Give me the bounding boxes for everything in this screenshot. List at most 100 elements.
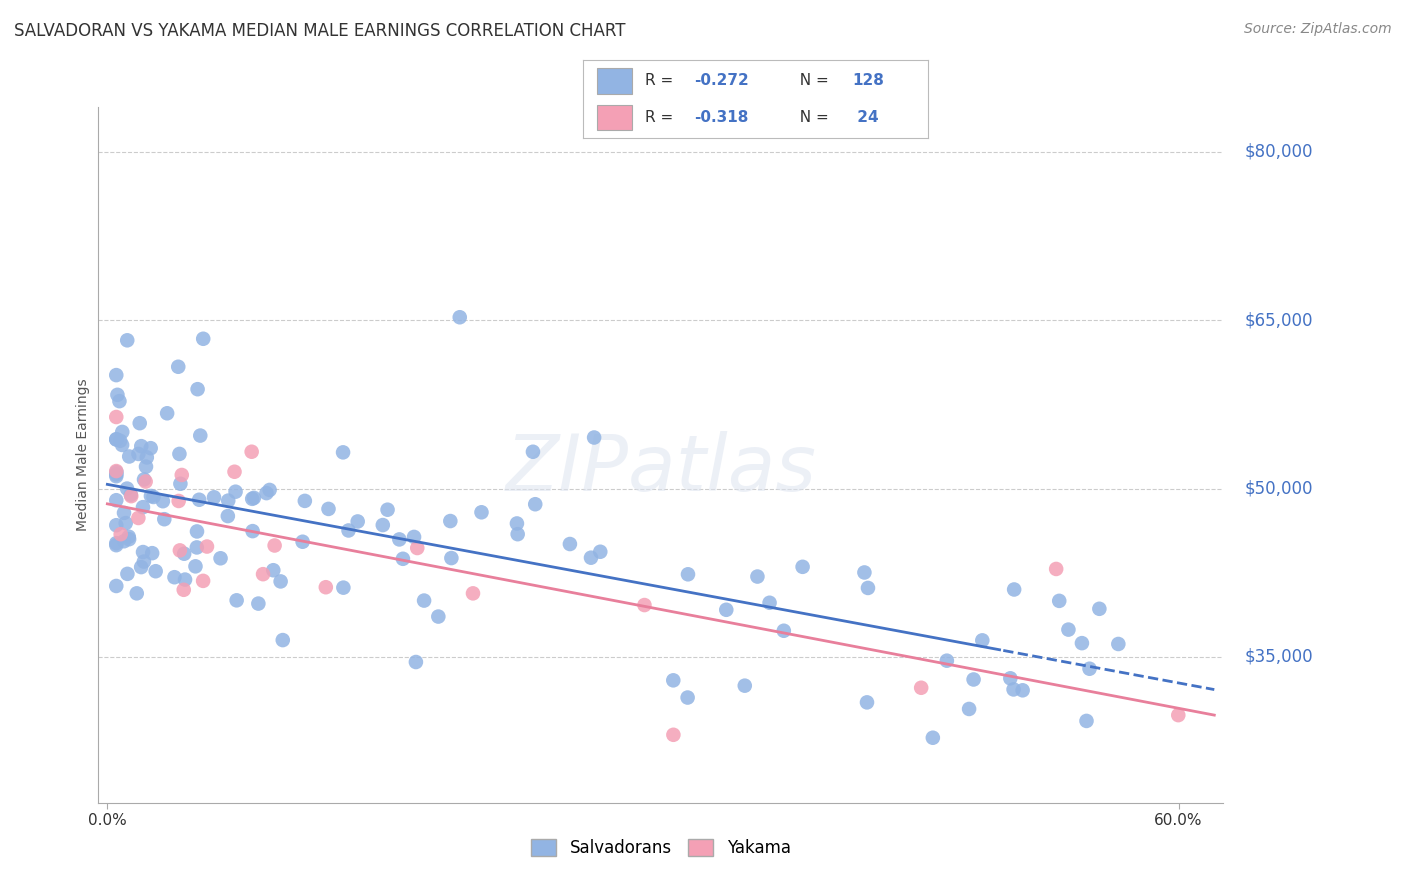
Point — [439, 514, 461, 528]
Point — [105, 538, 128, 552]
Point — [112, 506, 135, 520]
Point — [1107, 637, 1129, 651]
Point — [145, 564, 167, 578]
Point — [132, 500, 155, 515]
Point — [105, 469, 128, 483]
Point — [402, 530, 425, 544]
Text: SALVADORAN VS YAKAMA MEDIAN MALE EARNINGS CORRELATION CHART: SALVADORAN VS YAKAMA MEDIAN MALE EARNING… — [14, 22, 626, 40]
Point — [105, 464, 128, 478]
Point — [105, 465, 128, 479]
Point — [242, 524, 264, 538]
Point — [188, 492, 211, 507]
Point — [633, 598, 655, 612]
Point — [163, 570, 186, 584]
Point — [1002, 582, 1025, 597]
Point — [972, 633, 994, 648]
Point — [169, 543, 191, 558]
Point — [169, 447, 191, 461]
Point — [406, 541, 429, 555]
Point — [449, 310, 471, 325]
Point — [1088, 602, 1111, 616]
Point — [388, 533, 411, 547]
Point — [243, 491, 266, 505]
Legend: Salvadorans, Yakama: Salvadorans, Yakama — [524, 832, 797, 864]
Point — [716, 603, 738, 617]
Point — [371, 518, 394, 533]
Point — [558, 537, 581, 551]
Point — [332, 445, 354, 459]
Point — [392, 551, 415, 566]
Point — [676, 690, 699, 705]
Point — [127, 511, 149, 525]
Point — [167, 359, 190, 374]
Point — [105, 433, 128, 447]
Point — [225, 593, 247, 607]
Point — [173, 547, 195, 561]
Text: R =: R = — [645, 110, 679, 125]
Point — [129, 439, 152, 453]
Point — [259, 483, 281, 497]
Point — [1002, 682, 1025, 697]
Point — [662, 673, 685, 688]
FancyBboxPatch shape — [598, 69, 631, 94]
Point — [141, 546, 163, 560]
Point — [132, 555, 155, 569]
Point — [184, 559, 207, 574]
FancyBboxPatch shape — [598, 104, 631, 129]
Point — [195, 540, 218, 554]
Point — [318, 502, 340, 516]
Point — [153, 512, 176, 526]
Point — [1000, 671, 1022, 685]
Point — [105, 536, 128, 550]
Point — [169, 476, 191, 491]
Point — [1045, 562, 1067, 576]
Point — [118, 530, 141, 544]
Point — [676, 567, 699, 582]
Point — [747, 569, 769, 583]
Text: $50,000: $50,000 — [1244, 480, 1313, 498]
Point — [579, 550, 602, 565]
Text: -0.272: -0.272 — [693, 73, 748, 88]
Point — [217, 509, 239, 524]
Point — [506, 527, 529, 541]
Point — [247, 597, 270, 611]
Point — [734, 679, 756, 693]
Point — [957, 702, 980, 716]
Point — [186, 524, 208, 539]
Point — [152, 494, 174, 508]
Point — [337, 524, 360, 538]
Point — [470, 505, 492, 519]
Point — [1011, 683, 1033, 698]
Point — [174, 573, 197, 587]
Point — [1057, 623, 1080, 637]
Point — [252, 567, 274, 582]
Point — [105, 493, 128, 508]
Point — [193, 332, 215, 346]
Point — [105, 467, 128, 482]
Point — [139, 441, 162, 455]
Point — [262, 563, 284, 577]
Point — [209, 551, 232, 566]
Point — [506, 516, 529, 531]
Point — [111, 425, 134, 439]
Text: 128: 128 — [852, 73, 884, 88]
Point — [583, 430, 606, 444]
Point — [156, 406, 179, 420]
Point — [127, 447, 149, 461]
Point — [107, 388, 129, 402]
Text: -0.318: -0.318 — [693, 110, 748, 125]
Text: Source: ZipAtlas.com: Source: ZipAtlas.com — [1244, 22, 1392, 37]
Point — [1167, 708, 1189, 723]
Point — [256, 486, 278, 500]
Point — [294, 494, 316, 508]
Point — [105, 368, 128, 383]
Point — [167, 494, 190, 508]
Point — [108, 394, 131, 409]
Point — [105, 579, 128, 593]
Point — [132, 545, 155, 559]
Point — [524, 497, 547, 511]
Point — [1076, 714, 1098, 728]
Point — [291, 534, 314, 549]
Point — [139, 489, 162, 503]
Point — [413, 593, 436, 607]
